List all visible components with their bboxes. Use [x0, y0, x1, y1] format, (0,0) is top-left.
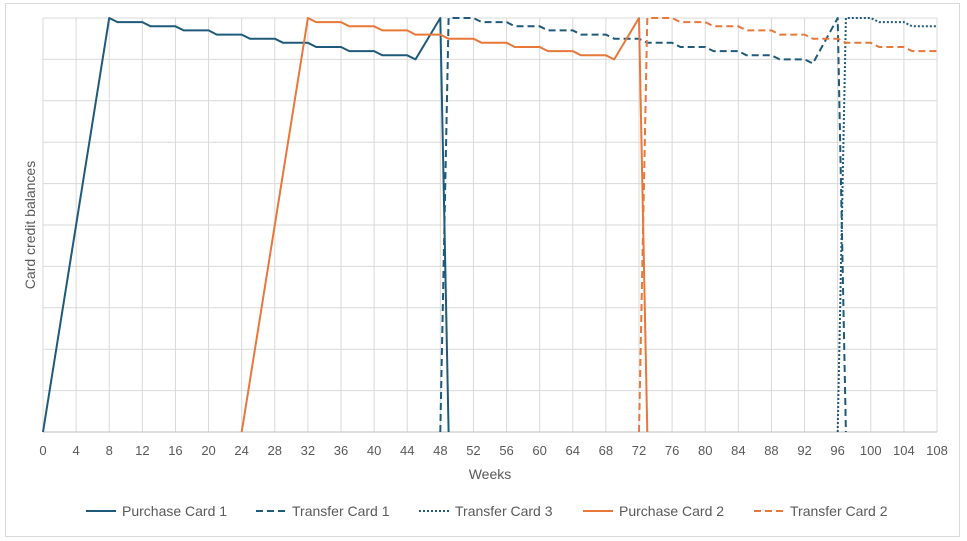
- legend-label: Transfer Card 1: [292, 503, 390, 519]
- x-tick-label: 28: [268, 443, 282, 458]
- x-tick-label: 64: [566, 443, 580, 458]
- x-tick-label: 56: [499, 443, 513, 458]
- x-tick-label: 104: [893, 443, 915, 458]
- series-line-5: [638, 17, 937, 433]
- x-tick-label: 72: [632, 443, 646, 458]
- x-axis-title: Weeks: [469, 466, 512, 482]
- x-tick-label: 20: [201, 443, 215, 458]
- legend-label: Purchase Card 2: [619, 503, 724, 519]
- x-tick-label: 32: [301, 443, 315, 458]
- series-line-3: [836, 17, 937, 433]
- x-tick-label: 88: [764, 443, 778, 458]
- x-tick-label: 100: [860, 443, 882, 458]
- x-tick-label: 16: [168, 443, 182, 458]
- series-line-2: [439, 17, 847, 433]
- x-tick-label: 96: [830, 443, 844, 458]
- x-tick-label: 76: [665, 443, 679, 458]
- x-tick-label: 48: [433, 443, 447, 458]
- y-axis-title: Card credit balances: [22, 161, 38, 289]
- x-tick-label: 44: [400, 443, 414, 458]
- line-chart: 0 4 8 12 16 20 24 28 32 36 40 44 48 52 56 60 64 68 72 76 80 8…: [22, 17, 948, 519]
- x-tick-label: 4: [72, 443, 79, 458]
- x-tick-label: 60: [532, 443, 546, 458]
- x-tick-label: 68: [599, 443, 613, 458]
- x-tick-label: 40: [367, 443, 381, 458]
- chart-frame: 0 4 8 12 16 20 24 28 32 36 40 44 48 52 56 60 64 68 72 76 80 8…: [5, 3, 960, 537]
- legend-label: Transfer Card 3: [455, 503, 553, 519]
- x-axis-ticks: 0 4 8 12 16 20 24 28 32 36 40 44 48 52 56 60 64 68 72 76 80 8…: [39, 443, 947, 458]
- x-tick-label: 84: [731, 443, 745, 458]
- x-tick-label: 36: [334, 443, 348, 458]
- x-tick-label: 108: [926, 443, 948, 458]
- legend: Purchase Card 1 Transfer Card 1 Transfer C…: [86, 503, 888, 519]
- legend-label: Transfer Card 2: [790, 503, 888, 519]
- x-tick-label: 80: [698, 443, 712, 458]
- gridlines: [42, 17, 938, 433]
- x-tick-label: 0: [39, 443, 46, 458]
- series-line-4: [240, 17, 649, 433]
- legend-label: Purchase Card 1: [122, 503, 227, 519]
- x-tick-label: 12: [135, 443, 149, 458]
- x-tick-label: 24: [234, 443, 248, 458]
- series-lines: [42, 17, 937, 433]
- series-line-1: [42, 17, 450, 433]
- x-tick-label: 52: [466, 443, 480, 458]
- x-tick-label: 8: [106, 443, 113, 458]
- x-tick-label: 92: [797, 443, 811, 458]
